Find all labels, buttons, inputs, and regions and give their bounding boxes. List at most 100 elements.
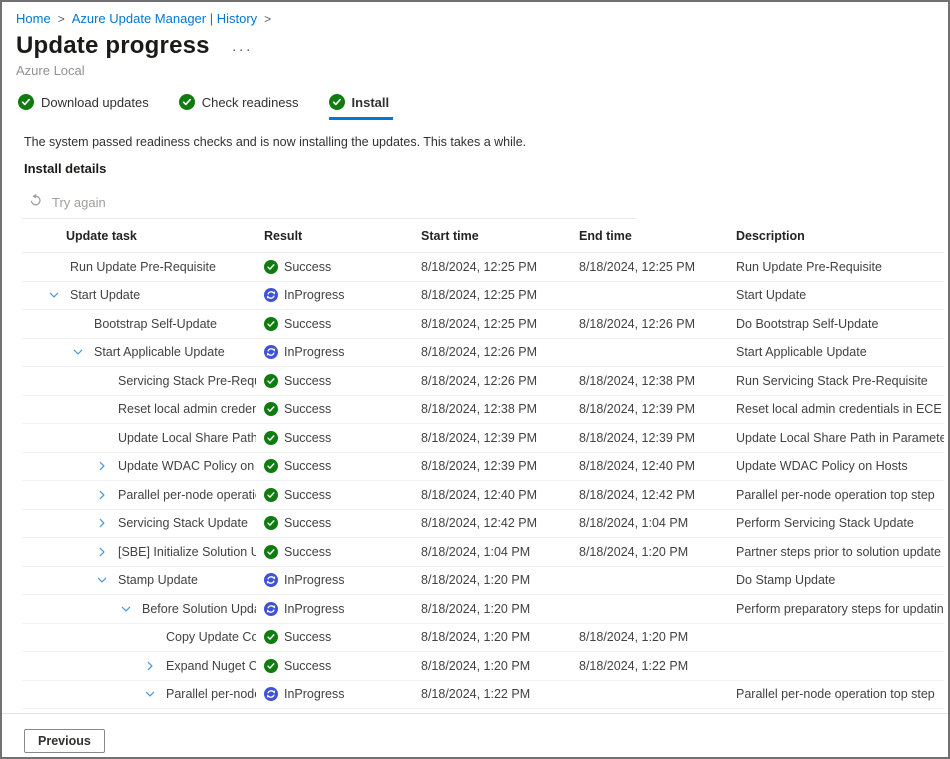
expand-chevron-icon[interactable]: [142, 658, 158, 674]
end-time: 8/18/2024, 1:20 PM: [579, 630, 689, 645]
result-label: Success: [284, 259, 332, 274]
breadcrumb-history-link[interactable]: Azure Update Manager | History: [71, 11, 258, 26]
result-label: Success: [284, 487, 332, 502]
previous-button[interactable]: Previous: [24, 729, 105, 753]
end-time: 8/18/2024, 12:25 PM: [579, 259, 696, 274]
result-cell: Success: [262, 259, 412, 274]
task-cell: Expand Nuget Content: [22, 658, 262, 674]
tab-check-readiness[interactable]: Check readiness: [178, 92, 301, 120]
breadcrumb-separator-icon: >: [57, 11, 65, 26]
result-cell: Success: [262, 402, 412, 417]
expand-chevron-icon[interactable]: [70, 344, 86, 360]
table-row[interactable]: Run Update Pre-Requisite Success 8/18/20…: [22, 253, 944, 282]
toolbar-divider: [22, 218, 636, 219]
task-cell: Before Solution Update: [22, 601, 262, 617]
task-cell: Parallel per-node operation top step: [22, 686, 262, 702]
table-row[interactable]: Start Update InProgress 8/18/2024, 12:25…: [22, 282, 944, 310]
start-time: 8/18/2024, 1:20 PM: [421, 601, 531, 616]
tab-label: Download updates: [41, 94, 149, 110]
task-cell: Copy Update Content: [22, 629, 262, 645]
result-label: InProgress: [284, 288, 345, 303]
table-row[interactable]: Reset local admin credentials in ECE Suc…: [22, 396, 944, 424]
table-row[interactable]: Update Local Share Path in Parameters Su…: [22, 424, 944, 453]
table-row[interactable]: Expand Nuget Content Success 8/18/2024, …: [22, 652, 944, 681]
table-row[interactable]: Servicing Stack Update Success 8/18/2024…: [22, 510, 944, 538]
column-header-result[interactable]: Result: [264, 228, 303, 243]
breadcrumb-separator-icon: >: [264, 11, 272, 26]
end-time: 8/18/2024, 1:22 PM: [579, 658, 689, 673]
tab-label: Check readiness: [201, 94, 299, 110]
check-circle-icon: [178, 94, 195, 110]
task-label: Copy Update Content: [166, 630, 256, 645]
column-header-description[interactable]: Description: [736, 228, 805, 243]
expand-chevron-icon[interactable]: [94, 515, 110, 531]
column-header-start-time[interactable]: Start time: [421, 228, 479, 243]
task-cell: Run Update Pre-Requisite: [22, 259, 262, 275]
more-menu-button[interactable]: ···: [231, 41, 253, 58]
table-row[interactable]: Copy Update Content Success 8/18/2024, 1…: [22, 624, 944, 652]
inprogress-icon: [264, 288, 278, 303]
task-label: Parallel per-node operation top step: [166, 687, 256, 702]
tab-install[interactable]: Install: [328, 92, 394, 120]
result-cell: InProgress: [262, 573, 412, 588]
expand-chevron-icon[interactable]: [94, 544, 110, 560]
check-circle-icon: [18, 94, 34, 110]
expand-chevron-icon[interactable]: [142, 686, 158, 702]
end-time: 8/18/2024, 12:26 PM: [579, 316, 696, 331]
expand-chevron-icon[interactable]: [118, 601, 134, 617]
expand-chevron-icon[interactable]: [94, 487, 110, 503]
tab-download-updates[interactable]: Download updates: [18, 92, 151, 120]
footer: Previous: [24, 729, 105, 753]
success-icon: [264, 430, 278, 445]
result-cell: InProgress: [262, 687, 412, 702]
table-row[interactable]: Before Solution Update InProgress 8/18/2…: [22, 595, 944, 624]
table-row[interactable]: Bootstrap Self-Update Success 8/18/2024,…: [22, 310, 944, 339]
column-header-update-task[interactable]: Update task: [66, 228, 137, 243]
table-row[interactable]: Parallel per-node operation top step InP…: [22, 681, 944, 709]
table-row[interactable]: Servicing Stack Pre-Requisite Success 8/…: [22, 367, 944, 396]
table-header: Update task Result Start time End time D…: [22, 219, 944, 253]
table-row[interactable]: Stamp Update InProgress 8/18/2024, 1:20 …: [22, 567, 944, 595]
check-circle-icon: [328, 94, 345, 110]
task-label: Expand Nuget Content: [166, 658, 256, 673]
result-cell: Success: [262, 430, 412, 445]
table-row[interactable]: Parallel per-node operation top step Suc…: [22, 481, 944, 510]
try-again-label: Try again: [52, 194, 106, 210]
inprogress-icon: [264, 601, 278, 616]
inprogress-icon: [264, 345, 278, 360]
start-time: 8/18/2024, 12:42 PM: [421, 516, 538, 531]
start-time: 8/18/2024, 12:26 PM: [421, 373, 538, 388]
try-again-button[interactable]: Try again: [28, 193, 106, 211]
success-icon: [264, 402, 278, 417]
breadcrumb-home-link[interactable]: Home: [16, 11, 51, 26]
task-cell: Update WDAC Policy on Hosts: [22, 458, 262, 474]
end-time: 8/18/2024, 12:39 PM: [579, 402, 696, 417]
expand-chevron-icon[interactable]: [94, 458, 110, 474]
expand-chevron-icon[interactable]: [94, 572, 110, 588]
success-icon: [264, 516, 278, 531]
column-header-end-time[interactable]: End time: [579, 228, 632, 243]
success-icon: [264, 259, 278, 274]
table-row[interactable]: Start Applicable Update InProgress 8/18/…: [22, 339, 944, 367]
description: Run Servicing Stack Pre-Requisite: [736, 373, 928, 388]
task-label: Bootstrap Self-Update: [94, 316, 217, 331]
task-cell: Servicing Stack Pre-Requisite: [22, 373, 262, 389]
expand-chevron-icon[interactable]: [46, 287, 62, 303]
start-time: 8/18/2024, 1:20 PM: [421, 630, 531, 645]
result-label: InProgress: [284, 687, 345, 702]
result-cell: InProgress: [262, 288, 412, 303]
task-cell: Stamp Update: [22, 572, 262, 588]
inprogress-icon: [264, 573, 278, 588]
tab-label: Install: [351, 94, 390, 110]
table-row[interactable]: Update WDAC Policy on Hosts Success 8/18…: [22, 453, 944, 481]
table-row[interactable]: [SBE] Initialize Solution Update Success…: [22, 538, 944, 567]
result-label: Success: [284, 516, 332, 531]
success-icon: [264, 459, 278, 474]
task-cell: [SBE] Initialize Solution Update: [22, 544, 262, 560]
success-icon: [264, 544, 278, 559]
end-time: 8/18/2024, 1:04 PM: [579, 516, 689, 531]
description: Perform Servicing Stack Update: [736, 516, 914, 531]
result-label: Success: [284, 630, 332, 645]
description: Parallel per-node operation top step: [736, 487, 935, 502]
